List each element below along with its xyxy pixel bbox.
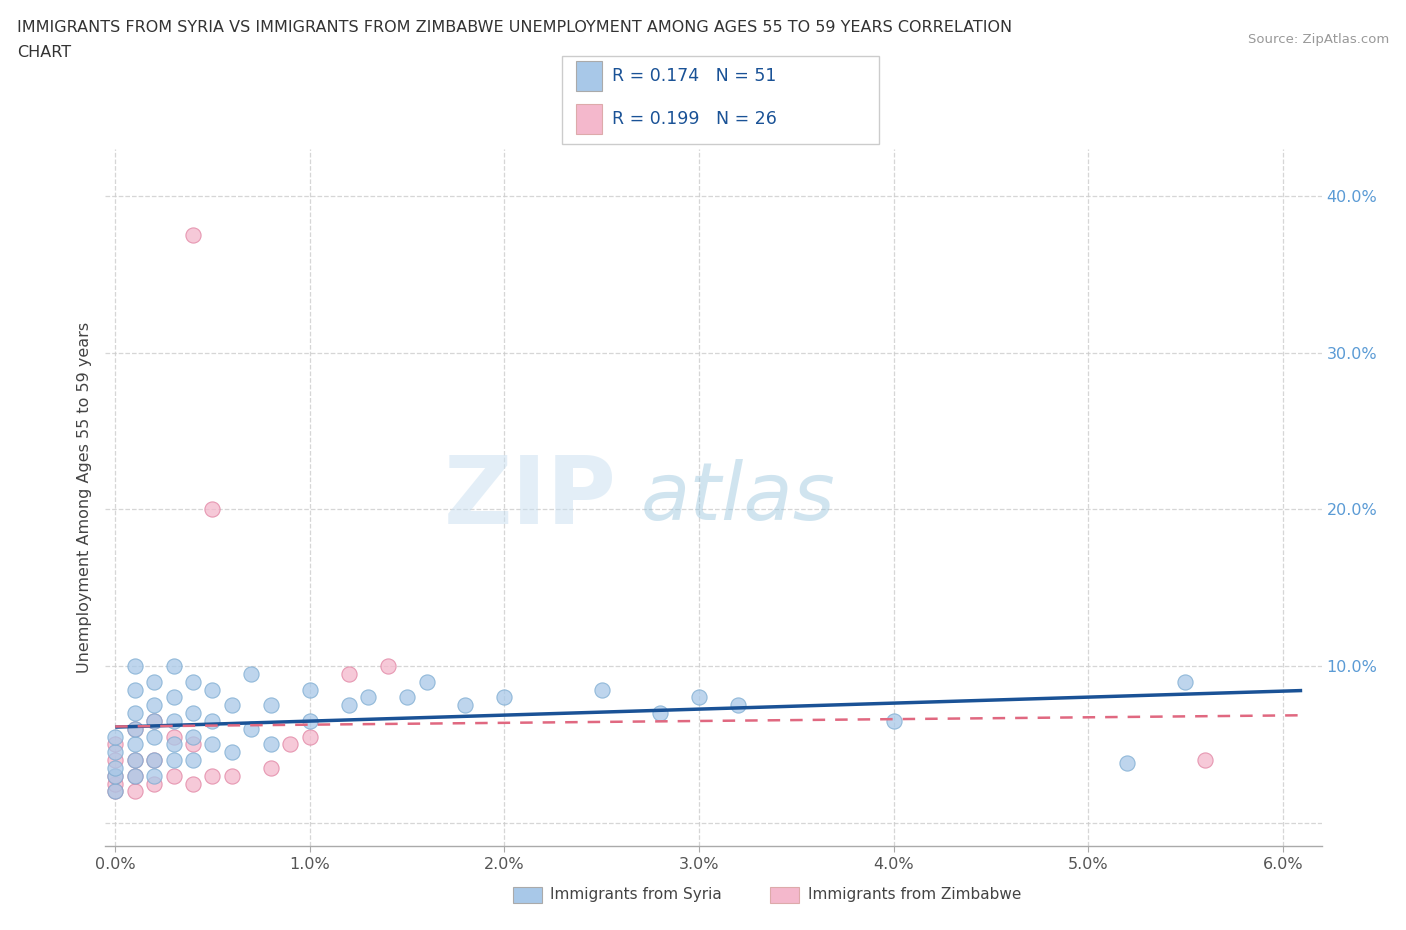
Text: ZIP: ZIP [443, 452, 616, 543]
Point [104, 784, 127, 799]
Point [591, 682, 613, 697]
Point [201, 713, 224, 728]
Point [260, 698, 283, 712]
Point [104, 784, 127, 799]
Point [124, 752, 146, 767]
Text: R = 0.174   N = 51: R = 0.174 N = 51 [612, 67, 776, 86]
Point [883, 713, 905, 728]
Point [104, 729, 127, 744]
Point [648, 706, 671, 721]
Point [1194, 752, 1216, 767]
Point [143, 713, 166, 728]
Point [104, 768, 127, 783]
Point [494, 690, 516, 705]
Point [104, 745, 127, 760]
Point [1116, 756, 1139, 771]
Point [143, 674, 166, 689]
Point [162, 768, 184, 783]
Point [124, 682, 146, 697]
Point [143, 698, 166, 712]
Point [337, 667, 360, 682]
Point [124, 768, 146, 783]
Point [181, 228, 204, 243]
Point [415, 674, 437, 689]
Text: Source: ZipAtlas.com: Source: ZipAtlas.com [1249, 33, 1389, 46]
Point [124, 722, 146, 737]
Point [162, 713, 184, 728]
Point [240, 667, 263, 682]
Point [221, 698, 243, 712]
Point [1174, 674, 1197, 689]
Point [124, 658, 146, 673]
Point [201, 768, 224, 783]
Point [240, 722, 263, 737]
Point [124, 752, 146, 767]
Point [298, 682, 321, 697]
Point [727, 698, 749, 712]
Y-axis label: Unemployment Among Ages 55 to 59 years: Unemployment Among Ages 55 to 59 years [76, 322, 91, 673]
Point [124, 722, 146, 737]
Text: CHART: CHART [17, 45, 70, 60]
Point [337, 698, 360, 712]
Point [260, 737, 283, 751]
Point [298, 713, 321, 728]
Point [201, 737, 224, 751]
Point [124, 737, 146, 751]
Point [221, 768, 243, 783]
Text: R = 0.199   N = 26: R = 0.199 N = 26 [612, 110, 776, 127]
Point [162, 752, 184, 767]
Point [104, 761, 127, 776]
Point [181, 752, 204, 767]
Point [201, 502, 224, 517]
Point [124, 784, 146, 799]
Point [454, 698, 477, 712]
Point [143, 752, 166, 767]
Point [162, 729, 184, 744]
Point [124, 768, 146, 783]
Point [260, 761, 283, 776]
Point [104, 768, 127, 783]
Point [221, 745, 243, 760]
Point [357, 690, 380, 705]
Point [181, 737, 204, 751]
Point [298, 729, 321, 744]
Point [396, 690, 419, 705]
Point [162, 690, 184, 705]
Point [181, 777, 204, 791]
Point [104, 752, 127, 767]
Point [143, 752, 166, 767]
Point [162, 737, 184, 751]
Point [688, 690, 710, 705]
Text: atlas: atlas [641, 458, 835, 537]
Text: Immigrants from Syria: Immigrants from Syria [550, 887, 723, 902]
Point [162, 658, 184, 673]
Point [181, 729, 204, 744]
Point [278, 737, 301, 751]
Point [104, 777, 127, 791]
Point [124, 706, 146, 721]
Point [377, 658, 399, 673]
Point [181, 674, 204, 689]
Point [143, 713, 166, 728]
Point [201, 682, 224, 697]
Text: Immigrants from Zimbabwe: Immigrants from Zimbabwe [807, 887, 1021, 902]
Point [143, 777, 166, 791]
Text: IMMIGRANTS FROM SYRIA VS IMMIGRANTS FROM ZIMBABWE UNEMPLOYMENT AMONG AGES 55 TO : IMMIGRANTS FROM SYRIA VS IMMIGRANTS FROM… [17, 20, 1012, 35]
Point [104, 737, 127, 751]
Point [143, 768, 166, 783]
Point [181, 706, 204, 721]
Point [143, 729, 166, 744]
